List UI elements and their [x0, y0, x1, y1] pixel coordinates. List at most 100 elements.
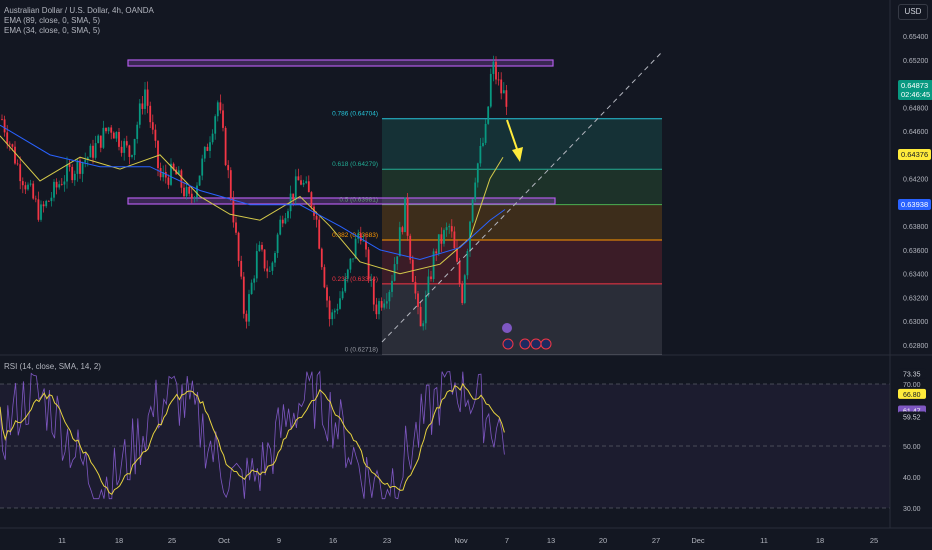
candle-body [190, 193, 193, 199]
candle-body [73, 173, 76, 181]
arrow-head [512, 147, 523, 162]
candle-body [482, 142, 484, 146]
candle-body [27, 184, 29, 190]
candle-body [32, 183, 35, 199]
candle-body [417, 293, 419, 307]
time-tick-label: 11 [58, 536, 66, 545]
candle-body [297, 176, 300, 181]
ema34-legend[interactable]: EMA (34, close, 0, SMA, 5) [4, 26, 101, 35]
candle-body [29, 183, 32, 185]
candle-body [84, 159, 87, 163]
symbol-title[interactable]: Australian Dollar / U.S. Dollar, 4h, OAN… [4, 6, 154, 15]
fib-band [382, 240, 662, 284]
candle-body [141, 103, 144, 109]
candle-body [414, 281, 417, 294]
rsi-value-label: 73.35 [903, 372, 921, 379]
candle-body [201, 158, 204, 176]
candle-body [479, 145, 482, 164]
candle-body [89, 145, 92, 158]
candle-body [154, 129, 157, 141]
rsi-legend[interactable]: RSI (14, close, SMA, 14, 2) [4, 362, 101, 372]
fibonacci-retracement[interactable]: 0.786 (0.64704) 0.618 (0.64279) 0.5 (0.639… [332, 111, 662, 356]
candle-body [409, 235, 412, 260]
candle-body [66, 164, 68, 182]
candle-body [81, 162, 84, 174]
candle-body [341, 291, 344, 299]
time-tick-label: 9 [277, 536, 281, 545]
candle-body [196, 185, 198, 198]
candle-body [326, 287, 328, 301]
candle-body [450, 226, 453, 232]
ema89-legend[interactable]: EMA (89, close, 0, SMA, 5) [4, 16, 101, 25]
event-icons[interactable] [502, 323, 552, 350]
symbol-legend[interactable]: Australian Dollar / U.S. Dollar, 4h, OAN… [4, 6, 154, 36]
price-tick-label: 0.64200 [903, 177, 928, 184]
candle-body [354, 238, 357, 259]
candle-body [151, 122, 154, 130]
fib-band [382, 118, 662, 170]
ema89-line [0, 124, 506, 260]
last-price-value: 0.64873 [901, 81, 929, 90]
candle-body [359, 233, 362, 241]
candle-body [313, 206, 315, 216]
candle-body [489, 73, 492, 107]
candle-body [271, 262, 274, 271]
currency-button[interactable]: USD [898, 4, 928, 20]
fib-band [382, 169, 662, 205]
rsi-ma-line [0, 382, 505, 496]
event-flash-icon [502, 323, 512, 333]
candle-body [203, 146, 206, 159]
rsi-value-tag [898, 388, 926, 399]
candle-body [500, 79, 503, 94]
rsi-tick-label: 70.00 [903, 382, 921, 389]
candle-body [99, 135, 102, 148]
candle-body [206, 146, 209, 151]
projection-arrow [506, 119, 519, 153]
candle-body [58, 184, 61, 188]
candle-body [383, 303, 386, 308]
candle-body [170, 163, 172, 185]
price-tick-label: 0.63400 [903, 272, 928, 279]
trend-lines[interactable] [381, 51, 663, 343]
candle-body [42, 204, 45, 207]
candle-body [97, 135, 100, 144]
rsi-tick-label: 50.00 [903, 444, 921, 451]
candle-body [34, 198, 37, 200]
candle-body [79, 160, 81, 174]
horizontal-zones[interactable] [127, 59, 556, 205]
candle-body [453, 231, 456, 249]
fib-label: 0.5 (0.63981) [339, 197, 378, 204]
candle-body [495, 61, 497, 80]
candle-body [344, 278, 347, 292]
candle-body [214, 116, 217, 134]
candle-body [115, 131, 118, 139]
candle-body [448, 226, 451, 228]
fib-label: 0.786 (0.64704) [332, 111, 378, 118]
candle-body [188, 186, 191, 194]
candle-body [505, 90, 508, 107]
rsi-legend-label[interactable]: RSI (14, close, SMA, 14, 2) [4, 362, 101, 371]
resistance-zone [127, 59, 554, 67]
candle-body [224, 127, 227, 166]
candle-body [149, 105, 152, 123]
candle-body [336, 308, 339, 311]
candle-body [76, 160, 79, 174]
candle-body [310, 192, 313, 207]
candle-body [487, 106, 490, 124]
candle-body [24, 185, 27, 190]
candle-body [461, 283, 464, 303]
price-tick-label: 0.65400 [903, 34, 928, 41]
candle-body [8, 143, 11, 145]
candle-body [1, 119, 3, 120]
candle-body [391, 280, 393, 292]
candle-body [302, 182, 305, 185]
time-tick-label: 16 [329, 536, 337, 545]
support-zone [127, 197, 556, 205]
price-tick-label: 0.65200 [903, 58, 928, 65]
time-tick-label: 18 [115, 536, 123, 545]
candle-body [385, 301, 388, 304]
candle-body [466, 251, 469, 276]
candle-body [346, 269, 349, 279]
candle-body [430, 276, 432, 280]
